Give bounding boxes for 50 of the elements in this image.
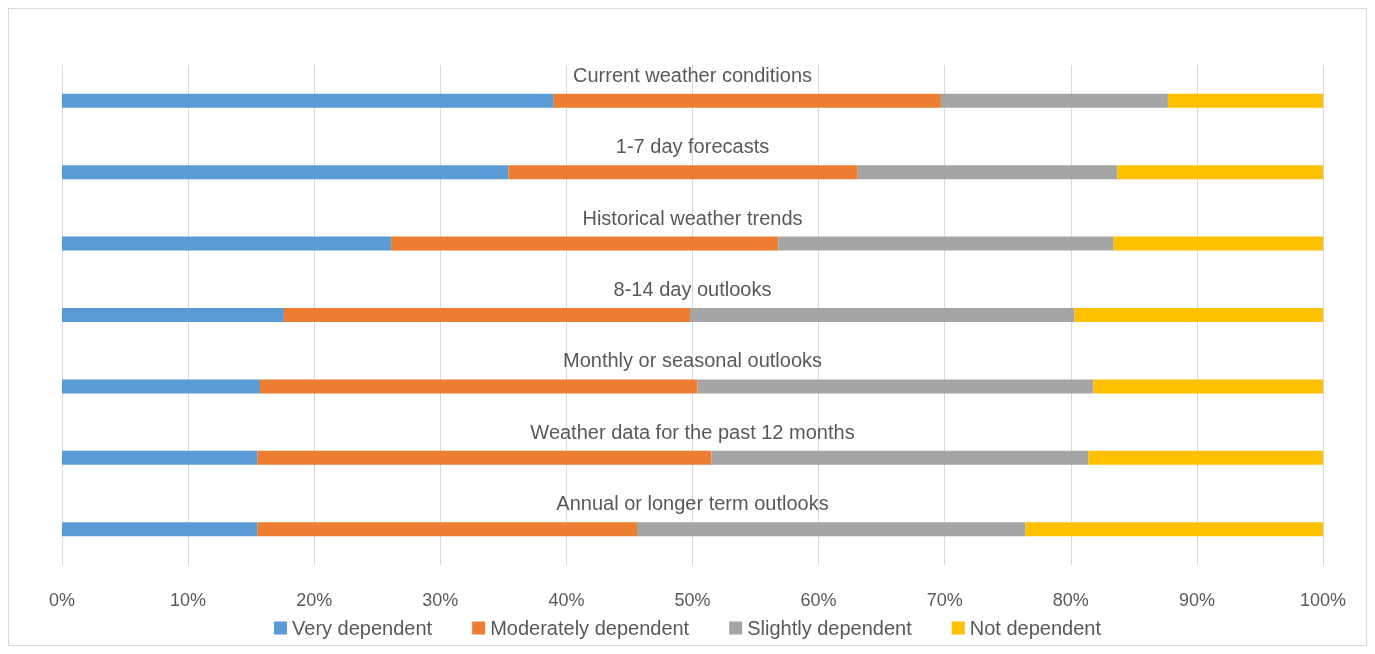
legend-label: Slightly dependent [747,617,913,639]
bar [857,165,1118,180]
bar [62,308,284,322]
y-tick-label: Annual or longer term outlooks [556,492,829,515]
y-tick-label: 8-14 day outlooks [613,278,772,300]
bar [1093,379,1323,394]
bar [283,308,690,322]
bar [637,522,1026,537]
bar [711,450,1089,465]
x-tick-label: 30% [422,590,459,610]
legend-label: Very dependent [292,617,433,639]
bar [391,236,779,251]
bar [1025,522,1323,537]
bar [1074,308,1323,322]
bar [257,450,712,465]
x-tick-label: 0% [48,590,76,610]
bar [689,308,1075,322]
legend-label: Moderately dependent [490,617,690,639]
x-tick-label: 20% [296,590,333,610]
x-tick-label: 100% [1299,590,1347,610]
bar [62,379,260,394]
x-tick-label: 70% [926,590,963,610]
bar [62,165,509,180]
bar [1113,236,1323,251]
x-tick-label: 10% [170,590,207,610]
x-tick-label: 90% [1178,590,1215,610]
bar [697,379,1094,394]
bar [1167,93,1323,108]
bar [62,450,258,465]
x-tick-label: 80% [1052,590,1089,610]
y-tick-label: Historical weather trends [582,206,803,229]
bar [257,522,638,537]
bar [1088,450,1323,465]
y-tick-label: Current weather conditions [572,63,813,86]
bar [62,522,258,537]
bar [62,93,554,108]
y-tick-label: 1-7 day forecasts [615,135,770,158]
bar [553,93,941,108]
x-tick-label: 60% [800,590,837,610]
bar [508,165,858,180]
x-tick-label: 50% [674,590,711,610]
x-tick-label: 40% [548,590,585,610]
y-tick-label: Weather data for the past 12 months [530,420,855,443]
bar [940,93,1168,108]
y-tick-label: Monthly or seasonal outlooks [562,349,823,372]
bar [259,379,698,394]
bar [778,236,1114,251]
bar [62,236,392,251]
bar [1117,165,1323,180]
legend-label: Not dependent [969,617,1102,639]
